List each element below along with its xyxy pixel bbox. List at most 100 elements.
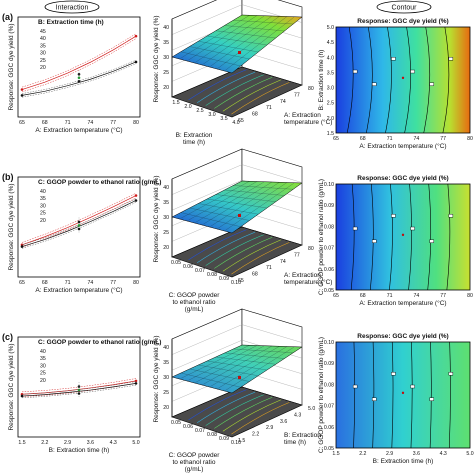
- floor-contour: [214, 397, 273, 429]
- plot-frame: [17, 16, 141, 118]
- x-tick: 68: [252, 112, 258, 118]
- contour-line: [369, 183, 374, 291]
- x-axis-label: B: Extraction time (h): [373, 458, 434, 465]
- y-axis-label: to ethanol ratio: [172, 299, 215, 306]
- contour-fill: [335, 183, 471, 291]
- x-tick: 77: [440, 293, 446, 299]
- x-axis-label: B: Extraction time (h): [49, 447, 110, 454]
- column-header-contour: Contour: [392, 5, 418, 12]
- contour-level-label: [372, 82, 377, 86]
- surface-mesh-line: [224, 346, 295, 392]
- z-axis-label: Response: GGC dye yield (%): [153, 335, 160, 422]
- y-tick: 0.06: [324, 267, 334, 273]
- z-tick: 20: [163, 405, 169, 411]
- contour-level-label: [429, 82, 434, 86]
- x-axis-label: A: Extraction temperature (°C): [35, 286, 122, 294]
- wall-gridline: [171, 324, 243, 355]
- x-tick: 80: [308, 246, 314, 252]
- y-axis-label: Response: GGC dye yield (%): [8, 343, 15, 430]
- y-tick: 1.5: [327, 131, 334, 137]
- y-tick: 0.08: [207, 272, 217, 278]
- y-tick: 3.5: [327, 70, 334, 76]
- x-axis-label: A: Extraction temperature (°C): [359, 299, 446, 307]
- z-tick: 30: [163, 375, 169, 381]
- y-axis-label: (g/mL): [185, 466, 204, 473]
- y-tick: 1.5: [172, 100, 179, 106]
- surface-mesh-line: [215, 30, 276, 39]
- legend-tick: 35: [40, 356, 46, 362]
- x-tick: 65: [333, 136, 339, 142]
- x-tick: 2.2: [359, 451, 366, 457]
- x-tick: 74: [414, 293, 420, 299]
- surface-mesh-line: [206, 35, 268, 46]
- floor-plane: [171, 386, 303, 438]
- x-axis-label: time (h): [284, 439, 306, 446]
- legend-title: B: Extraction time (h): [38, 19, 104, 26]
- x-tick: 3.6: [87, 440, 94, 446]
- wall-gridline: [171, 180, 243, 211]
- y-axis-label: C: GGOP powder to ethanol ratio (g/mL): [318, 179, 325, 295]
- contour-line: [408, 183, 412, 291]
- x-tick: 3.6: [413, 451, 420, 457]
- y-axis-label: B: Extraction time (h): [318, 50, 325, 111]
- z-tick: 40: [163, 25, 169, 31]
- contour-level-label: [448, 57, 454, 61]
- center-point-1: [77, 80, 81, 83]
- legend-title: C: GGOP powder to ethanol ratio (g/mL): [38, 179, 161, 186]
- x-tick: 3.6: [280, 419, 287, 425]
- y-axis-label: Response: GGC dye yield (%): [8, 23, 15, 110]
- plot-frame: [17, 176, 141, 278]
- contour-level-label: [410, 69, 415, 74]
- x-tick: 2.2: [41, 440, 48, 446]
- z-tick: 35: [163, 200, 169, 206]
- x-tick: 2.2: [252, 432, 259, 438]
- x-tick: 65: [19, 120, 25, 126]
- y-axis-label: Response: GGC dye yield (%): [8, 183, 15, 270]
- surface-mesh-line: [216, 16, 288, 70]
- x-tick: 2.9: [64, 440, 71, 446]
- contour-level-label: [448, 372, 454, 376]
- x-tick: 77: [440, 136, 446, 142]
- z-tick: 25: [163, 390, 169, 396]
- surface-mesh-line: [216, 182, 288, 230]
- x-axis-label: temperature (°C): [284, 278, 332, 286]
- x-axis-label: temperature (°C): [284, 118, 332, 126]
- row-label-1: (b): [2, 172, 14, 182]
- y-tick: 0.08: [324, 382, 334, 388]
- x-tick: 65: [238, 118, 244, 124]
- y-tick: 0.05: [171, 260, 181, 266]
- floor-contour: [222, 239, 281, 272]
- floor-contour: [214, 77, 273, 109]
- contour-line: [372, 341, 375, 449]
- x-tick: 65: [238, 278, 244, 284]
- x-tick: 68: [360, 293, 366, 299]
- y-axis-label: C: GGOP powder: [169, 452, 221, 459]
- design-point-marker: [238, 214, 241, 217]
- contour-level-label: [352, 226, 358, 231]
- surface-mesh-line: [224, 16, 295, 72]
- z-axis-label: Response: GGC dye yield (%): [153, 15, 160, 102]
- y-tick: 0.07: [195, 428, 205, 434]
- contour-line: [350, 183, 355, 291]
- header-oval-2: [376, 0, 432, 14]
- floor-contour: [188, 69, 247, 101]
- design-point: [134, 194, 138, 197]
- center-point-1: [77, 227, 81, 231]
- wall-gridline: [171, 164, 243, 195]
- surface-mesh-line: [224, 25, 285, 32]
- wall-gridline: [171, 340, 243, 371]
- contour-title: Response: GGC dye yield (%): [357, 333, 448, 340]
- center-point-1: [77, 392, 81, 395]
- floor-contour: [222, 399, 281, 432]
- design-point: [20, 245, 24, 248]
- y-axis-label: time (h): [183, 139, 205, 146]
- contour-level-label: [372, 239, 377, 243]
- legend-tick: 40: [40, 189, 46, 195]
- x-tick: 74: [280, 99, 286, 105]
- contour-level-label: [391, 214, 396, 218]
- column-header-interaction: Interaction: [56, 5, 89, 12]
- x-tick: 68: [252, 272, 258, 278]
- confidence-band-0-0: [21, 192, 137, 243]
- z-tick: 40: [163, 345, 169, 351]
- x-axis-label: A: Extraction: [284, 112, 321, 119]
